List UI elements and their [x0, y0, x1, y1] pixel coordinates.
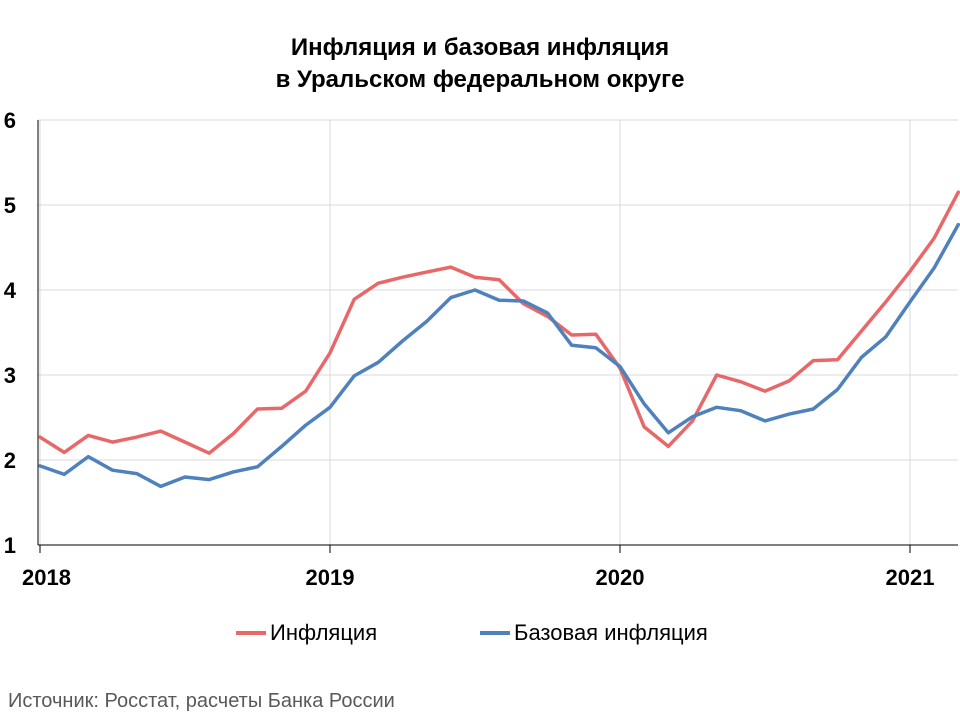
y-tick-label-4: 4	[4, 278, 17, 303]
chart-title: Инфляция и базовая инфляция в Уральском …	[0, 32, 960, 96]
legend-label-core-inflation: Базовая инфляция	[514, 620, 708, 645]
legend-item-inflation: Инфляция	[236, 620, 377, 646]
legend-swatch-core-inflation	[480, 631, 510, 635]
legend: Инфляция Базовая инфляция	[0, 620, 960, 650]
chart-title-line-1: Инфляция и базовая инфляция	[290, 34, 670, 61]
source-note: Источник: Росстат, расчеты Банка России	[8, 690, 395, 712]
y-tick-label-6: 6	[4, 108, 16, 133]
series-line-inflation	[38, 190, 960, 455]
chart-title-line-2: в Уральском федеральном округе	[275, 66, 685, 93]
y-tick-label-1: 1	[4, 533, 16, 558]
y-tick-label-5: 5	[4, 193, 16, 218]
legend-item-core-inflation: Базовая инфляция	[480, 620, 708, 646]
legend-swatch-inflation	[236, 631, 266, 635]
series-line-core-inflation	[38, 222, 960, 489]
x-tick-label-2021: 2021	[886, 565, 935, 590]
y-tick-label-2: 2	[4, 448, 16, 473]
x-tick-label-2018: 2018	[22, 565, 71, 590]
legend-label-inflation: Инфляция	[270, 620, 378, 645]
x-tick-label-2020: 2020	[596, 565, 645, 590]
x-tick-label-2019: 2019	[306, 565, 355, 590]
y-tick-label-3: 3	[4, 363, 16, 388]
